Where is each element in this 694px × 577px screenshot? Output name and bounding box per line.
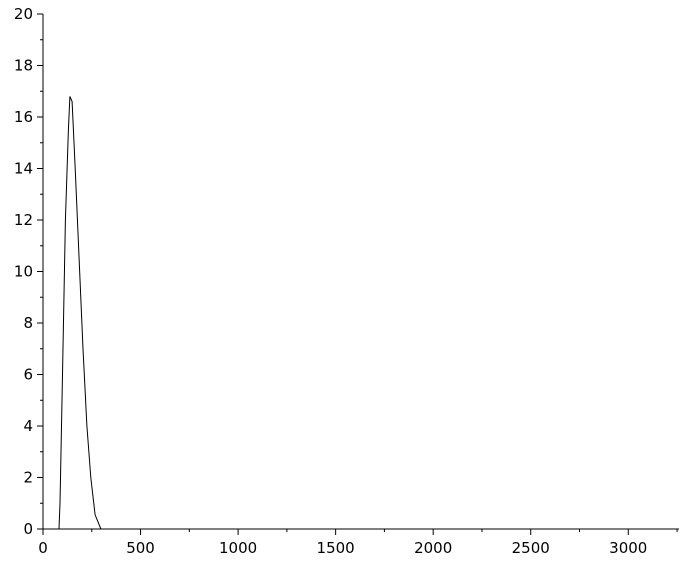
y-tick-label: 16 — [14, 108, 33, 126]
x-tick-label: 2000 — [414, 539, 452, 557]
y-tick-label: 14 — [14, 160, 33, 178]
y-tick-label: 2 — [23, 469, 33, 487]
y-tick-label: 12 — [14, 211, 33, 229]
y-tick-label: 0 — [23, 520, 33, 538]
y-tick-label: 6 — [23, 366, 33, 384]
x-tick-label: 0 — [38, 539, 48, 557]
x-tick-label: 500 — [126, 539, 155, 557]
y-tick-label: 8 — [23, 314, 33, 332]
x-tick-label: 1500 — [317, 539, 355, 557]
y-tick-label: 18 — [14, 57, 33, 75]
y-tick-label: 20 — [14, 5, 33, 23]
series-line — [58, 96, 102, 530]
y-tick-label: 4 — [23, 417, 33, 435]
x-tick-label: 2500 — [512, 539, 550, 557]
y-tick-label: 10 — [14, 263, 33, 281]
x-tick-label: 1000 — [219, 539, 257, 557]
x-tick-label: 3000 — [609, 539, 647, 557]
